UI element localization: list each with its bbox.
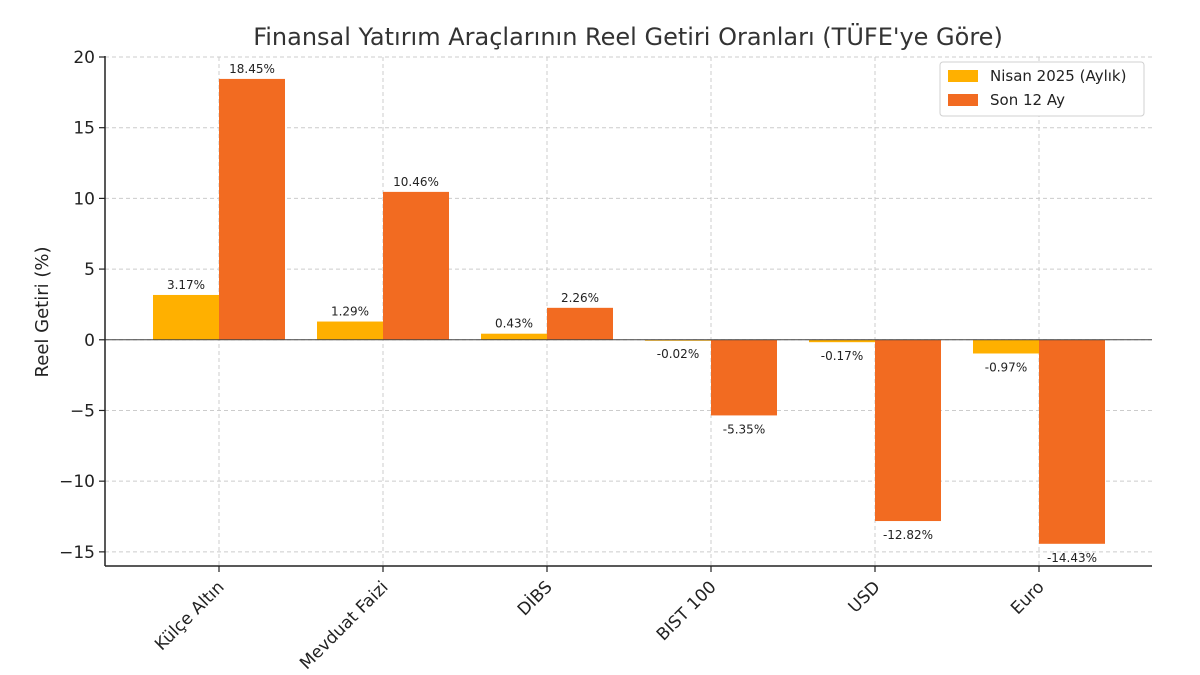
bar-monthly <box>809 339 875 343</box>
bars <box>153 78 1105 544</box>
bar-annual <box>1039 339 1105 544</box>
x-tick-label: Euro <box>1007 577 1048 618</box>
x-tick-label: DİBS <box>513 577 556 620</box>
data-label: -0.17% <box>821 349 863 363</box>
bar-annual <box>547 307 613 340</box>
legend-swatch <box>948 94 978 106</box>
bar-monthly <box>973 339 1039 354</box>
bar-monthly <box>153 294 219 340</box>
y-tick-label: 5 <box>84 260 95 280</box>
y-tick-label: −10 <box>59 472 95 492</box>
data-label: -0.02% <box>657 347 699 361</box>
y-tick-label: 15 <box>73 119 95 139</box>
legend-swatch <box>948 70 978 82</box>
y-tick-label: −5 <box>70 401 95 421</box>
bar-annual <box>219 78 285 340</box>
legend: Nisan 2025 (Aylık) Son 12 Ay <box>939 61 1145 117</box>
x-tick-label: USD <box>845 577 885 617</box>
data-label: 2.26% <box>561 291 599 305</box>
chart-title: Finansal Yatırım Araçlarının Reel Getiri… <box>253 22 1003 51</box>
y-tick-label: 0 <box>84 331 95 351</box>
data-label: 1.29% <box>331 305 369 319</box>
data-label: 18.45% <box>229 62 275 76</box>
y-axis-label: Reel Getiri (%) <box>32 247 53 378</box>
x-tick-label: Külçe Altın <box>151 577 228 654</box>
legend-box <box>939 61 1145 117</box>
legend-label: Nisan 2025 (Aylık) <box>990 67 1126 85</box>
bar-monthly <box>481 333 547 340</box>
y-tick-label: 20 <box>73 48 95 68</box>
data-label: -5.35% <box>723 422 765 436</box>
data-label: -12.82% <box>883 528 933 542</box>
data-label: 0.43% <box>495 317 533 331</box>
y-tick-label: −15 <box>59 543 95 563</box>
bar-annual <box>711 339 777 416</box>
data-labels: 3.17% 1.29% 0.43% -0.02% -0.17% -0.97% 18.45% 1… <box>167 62 1097 565</box>
legend-label: Son 12 Ay <box>990 91 1065 109</box>
bar-annual <box>383 191 449 340</box>
bar-annual <box>875 339 941 522</box>
data-label: 3.17% <box>167 278 205 292</box>
x-tick-label: Mevduat Faizi <box>296 577 392 673</box>
data-label: 10.46% <box>393 175 439 189</box>
bar-monthly <box>317 321 383 340</box>
y-tick-label: 10 <box>73 189 95 209</box>
data-label: -0.97% <box>985 360 1027 374</box>
data-label: -14.43% <box>1047 551 1097 565</box>
x-tick-label: BIST 100 <box>653 577 721 645</box>
